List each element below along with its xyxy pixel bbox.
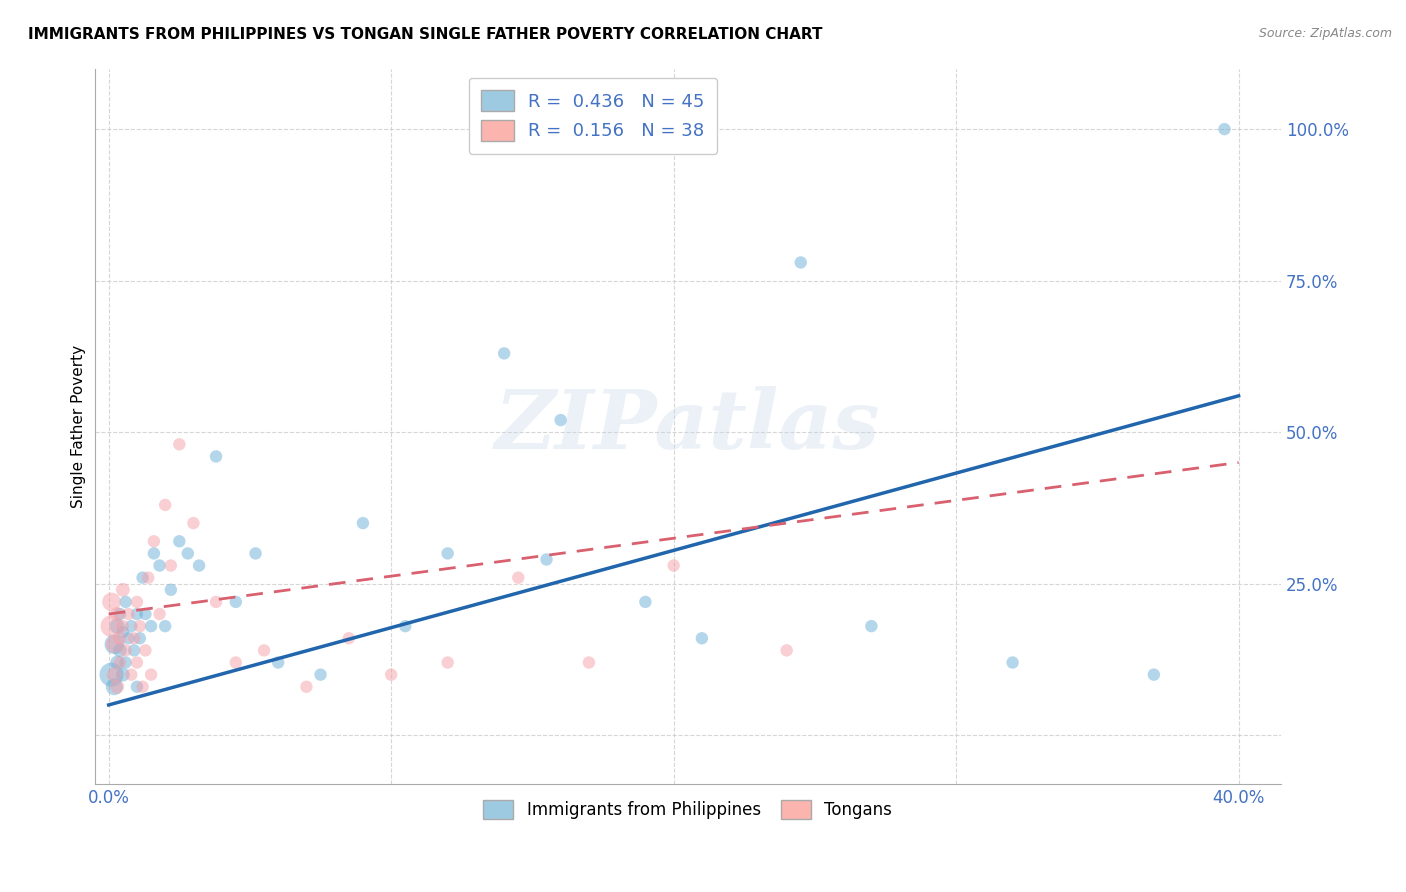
Point	[108, 607, 131, 621]
Point	[108, 643, 131, 657]
Point	[103, 637, 125, 651]
Point	[578, 656, 600, 670]
Point	[550, 413, 572, 427]
Point	[205, 450, 228, 464]
Point	[225, 595, 247, 609]
Point	[148, 607, 170, 621]
Point	[295, 680, 318, 694]
Point	[690, 632, 713, 646]
Point	[775, 643, 797, 657]
Point	[125, 595, 148, 609]
Point	[177, 546, 200, 560]
Point	[205, 595, 228, 609]
Point	[120, 619, 142, 633]
Point	[108, 656, 131, 670]
Point	[111, 667, 134, 681]
Point	[245, 546, 267, 560]
Point	[100, 595, 122, 609]
Point	[103, 680, 125, 694]
Point	[352, 516, 374, 530]
Point	[134, 607, 156, 621]
Point	[253, 643, 276, 657]
Point	[125, 607, 148, 621]
Point	[1001, 656, 1024, 670]
Point	[634, 595, 657, 609]
Point	[1213, 122, 1236, 136]
Point	[436, 656, 458, 670]
Point	[148, 558, 170, 573]
Point	[111, 619, 134, 633]
Text: IMMIGRANTS FROM PHILIPPINES VS TONGAN SINGLE FATHER POVERTY CORRELATION CHART: IMMIGRANTS FROM PHILIPPINES VS TONGAN SI…	[28, 27, 823, 42]
Point	[103, 637, 125, 651]
Point	[169, 437, 191, 451]
Point	[267, 656, 290, 670]
Point	[136, 571, 159, 585]
Point	[100, 619, 122, 633]
Point	[160, 582, 183, 597]
Point	[380, 667, 402, 681]
Point	[508, 571, 530, 585]
Point	[142, 534, 165, 549]
Point	[494, 346, 516, 360]
Text: Source: ZipAtlas.com: Source: ZipAtlas.com	[1258, 27, 1392, 40]
Point	[225, 656, 247, 670]
Point	[662, 558, 685, 573]
Y-axis label: Single Father Poverty: Single Father Poverty	[72, 344, 86, 508]
Point	[105, 619, 128, 633]
Point	[128, 619, 150, 633]
Point	[309, 667, 332, 681]
Point	[142, 546, 165, 560]
Point	[122, 632, 145, 646]
Point	[131, 680, 153, 694]
Point	[153, 498, 176, 512]
Point	[114, 656, 136, 670]
Point	[337, 632, 360, 646]
Point	[114, 595, 136, 609]
Point	[125, 656, 148, 670]
Point	[139, 619, 162, 633]
Point	[536, 552, 558, 566]
Point	[100, 667, 122, 681]
Point	[108, 632, 131, 646]
Point	[188, 558, 211, 573]
Point	[114, 643, 136, 657]
Point	[105, 656, 128, 670]
Point	[111, 582, 134, 597]
Point	[139, 667, 162, 681]
Point	[125, 680, 148, 694]
Point	[160, 558, 183, 573]
Point	[860, 619, 883, 633]
Point	[394, 619, 416, 633]
Point	[122, 643, 145, 657]
Point	[131, 571, 153, 585]
Point	[169, 534, 191, 549]
Point	[103, 667, 125, 681]
Legend: Immigrants from Philippines, Tongans: Immigrants from Philippines, Tongans	[477, 793, 898, 825]
Point	[436, 546, 458, 560]
Point	[120, 667, 142, 681]
Point	[105, 680, 128, 694]
Text: ZIPatlas: ZIPatlas	[495, 386, 880, 467]
Point	[128, 632, 150, 646]
Point	[153, 619, 176, 633]
Point	[105, 607, 128, 621]
Point	[111, 625, 134, 640]
Point	[117, 632, 139, 646]
Point	[1143, 667, 1166, 681]
Point	[790, 255, 813, 269]
Point	[117, 607, 139, 621]
Point	[183, 516, 205, 530]
Point	[134, 643, 156, 657]
